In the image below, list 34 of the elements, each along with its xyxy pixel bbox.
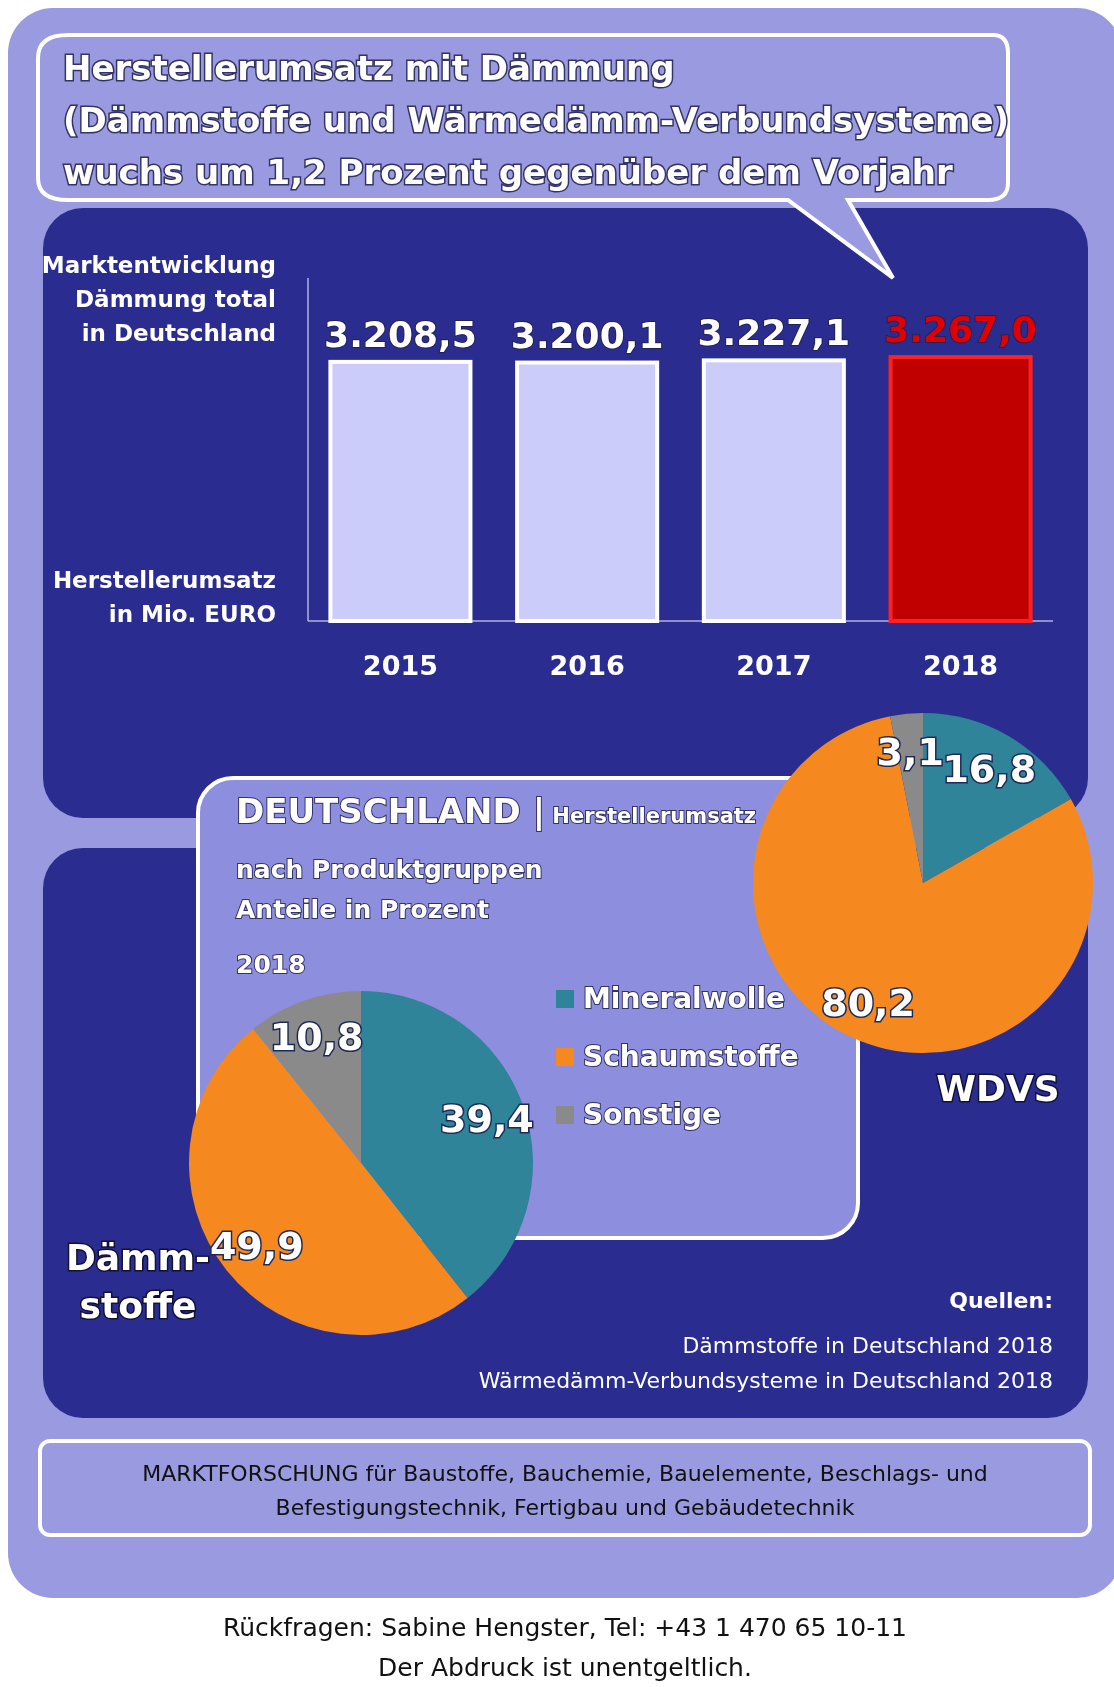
legend-label: Schaumstoffe — [583, 1040, 799, 1073]
text: Befestigungstechnik, Fertigbau und Gebäudetechnik — [275, 1495, 855, 1520]
data-label: 3.227,1 — [697, 312, 851, 354]
chart-subtitle: Marktentwicklung Dämmung total in Deutschland — [41, 252, 276, 346]
data-label: 3.200,1 — [510, 314, 664, 356]
x-tick-label: 2015 — [362, 650, 438, 682]
data-label: 3,1 — [876, 729, 944, 774]
x-tick-label: 2018 — [923, 650, 999, 682]
text: Wärmedämm-Verbundsysteme in Deutschland 2018 — [478, 1368, 1053, 1393]
pie-slice — [361, 991, 533, 1298]
text: nach Produktgruppen — [236, 855, 543, 884]
data-label: 16,8 — [942, 747, 1037, 792]
text: 2018 — [236, 950, 306, 979]
data-label: 80,2 — [821, 980, 915, 1025]
data-label: 10,8 — [269, 1015, 364, 1060]
data-label: 49,9 — [209, 1224, 304, 1269]
data-label: 39,4 — [440, 1097, 534, 1142]
text: Dämmstoffe in Deutschland 2018 — [682, 1333, 1053, 1358]
x-tick-label: 2017 — [736, 650, 812, 682]
x-tick-label: 2016 — [549, 650, 625, 682]
data-label: 3.208,5 — [324, 313, 477, 355]
text: Der Abdruck ist unentgeltlich. — [378, 1653, 752, 1682]
legend-label: Sonstige — [583, 1098, 722, 1131]
y-axis-title: Herstellerumsatz in Mio. EURO — [52, 567, 276, 627]
source-note: Quellen: — [949, 1288, 1053, 1313]
text: Rückfragen: Sabine Hengster, Tel: +43 1 470 65 10-11 — [223, 1613, 907, 1642]
legend-label: Mineralwolle — [583, 982, 785, 1015]
text: MARKTFORSCHUNG für Baustoffe, Bauchemie, Bauelemente, Beschlags- und — [142, 1461, 988, 1486]
text: WDVS — [936, 1068, 1060, 1109]
data-label: 3.267,0 — [884, 309, 1037, 351]
text: Anteile in Prozent — [236, 895, 490, 924]
text: Dämm-stoffe — [65, 1237, 211, 1326]
text: DEUTSCHLAND | Herstellerumsatz — [236, 791, 757, 831]
chart-title: Herstellerumsatz mit Dämmung (Dämmstoffe und Wärmedämm-Verbundsysteme) wuchs um 1,2 Prozent gegenüber dem Vorjahr — [63, 48, 1010, 192]
